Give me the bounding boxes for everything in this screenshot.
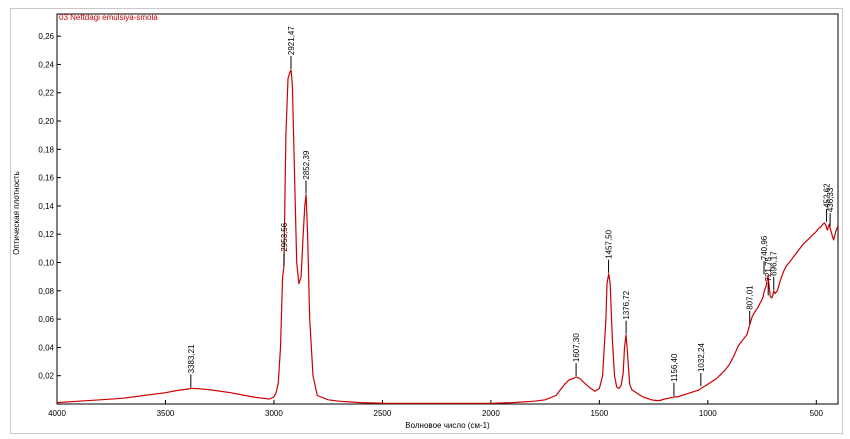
- peak-label: 436,33: [826, 187, 835, 212]
- y-tick-label: 0,18: [38, 145, 54, 154]
- y-tick-label: 0,12: [38, 230, 54, 239]
- peak-label: 2852,39: [302, 150, 311, 179]
- x-tick-label: 2500: [374, 409, 392, 418]
- peak-label: 1376,72: [622, 290, 631, 319]
- x-tick-label: 2000: [482, 409, 500, 418]
- peak-label: 807,01: [746, 285, 755, 310]
- x-tick-label: 3500: [157, 409, 175, 418]
- y-tick-label: 0,10: [38, 259, 54, 268]
- peak-label: 721,75: [764, 256, 773, 281]
- peak-label: 696,17: [770, 251, 779, 276]
- peak-label: 1032,24: [697, 343, 706, 372]
- y-tick-label: 0,02: [38, 372, 54, 381]
- y-tick-label: 0,16: [38, 174, 54, 183]
- y-tick-label: 0,06: [38, 315, 54, 324]
- peak-label: 1156,40: [670, 353, 679, 382]
- y-tick-label: 0,24: [38, 60, 54, 69]
- x-tick-label: 4000: [48, 409, 66, 418]
- y-axis-title: Оптическая плотность: [12, 171, 21, 255]
- x-tick-label: 1500: [590, 409, 608, 418]
- y-tick-label: 0,14: [38, 202, 54, 211]
- y-tick-label: 0,08: [38, 287, 54, 296]
- y-tick-label: 0,04: [38, 343, 54, 352]
- peak-label: 1457,50: [605, 229, 614, 258]
- peak-label: 1607,30: [572, 333, 581, 362]
- peak-label: 740,96: [760, 235, 769, 260]
- chart-frame: [10, 8, 843, 434]
- chart-title: 03 Neftdagi emulsiya-smola: [59, 13, 158, 22]
- y-tick-label: 0,26: [38, 32, 54, 41]
- peak-label: 2921,47: [287, 26, 296, 55]
- y-tick-label: 0,20: [38, 117, 54, 126]
- spectrum-series-line: [56, 69, 839, 404]
- plot-area: [56, 13, 839, 405]
- peak-label: 3383,21: [187, 344, 196, 373]
- y-tick-label: 0,22: [38, 89, 54, 98]
- x-tick-label: 1000: [699, 409, 717, 418]
- x-axis-title: Волновое число (см-1): [405, 421, 490, 430]
- x-tick-label: 3000: [265, 409, 283, 418]
- peak-label: 2953,56: [280, 222, 289, 251]
- peak-label: 452,62: [823, 183, 832, 208]
- x-tick-label: 500: [810, 409, 824, 418]
